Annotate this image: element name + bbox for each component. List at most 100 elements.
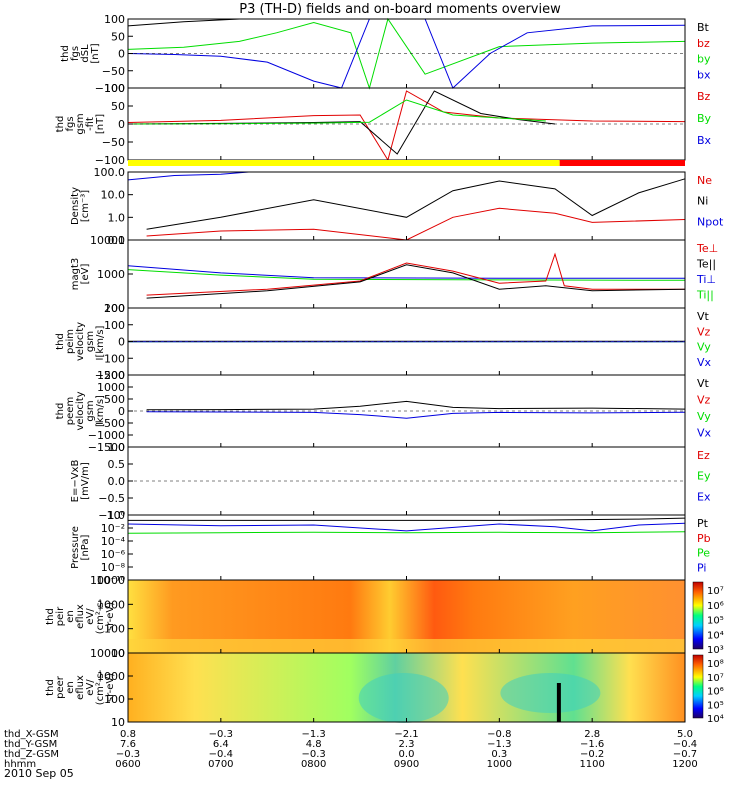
- x-axis-value: 2.8: [584, 729, 600, 740]
- x-axis-value: −1.3: [487, 739, 511, 750]
- plot-title: P3 (TH-D) fields and on-board moments ov…: [239, 2, 561, 17]
- y-tick-label: 1000: [97, 381, 125, 394]
- colorbar-tick-label: 10⁴: [707, 630, 724, 641]
- colorbar: [692, 654, 704, 719]
- y-tick-label: −1000: [88, 429, 125, 442]
- status-bar-segment: [128, 160, 560, 166]
- legend-entry: Te||: [696, 258, 716, 271]
- y-axis-label-line: peir: [55, 606, 66, 626]
- colorbar-tick-label: 10⁶: [707, 601, 724, 612]
- y-tick-label: 10⁻⁸: [101, 561, 126, 574]
- y-axis-label-line: [eV]: [80, 264, 91, 285]
- legend-entry: bz: [697, 37, 710, 50]
- y-tick-label: −100: [95, 352, 125, 365]
- x-axis-value: 0800: [301, 759, 326, 770]
- y-axis-label-line: peem: [65, 397, 76, 425]
- x-axis-value: 1000: [487, 759, 512, 770]
- x-axis-value: −0.4: [209, 749, 233, 760]
- y-axis-label-line: thd: [55, 333, 66, 350]
- data-gap-bar: [556, 683, 561, 722]
- y-axis-label-line: peim: [65, 329, 76, 354]
- y-tick-label: 10: [111, 647, 125, 660]
- y-tick-label: 100: [104, 693, 125, 706]
- y-axis-label-line: E=−VxB: [70, 460, 81, 503]
- x-axis-value: −0.7: [673, 749, 697, 760]
- y-axis-label-line: thd: [55, 116, 66, 133]
- x-axis-value: 1200: [672, 759, 697, 770]
- series-line: [146, 207, 686, 241]
- series-line: [146, 400, 686, 411]
- y-axis-label-line: eflux: [75, 675, 86, 700]
- series-line: [127, 18, 351, 27]
- x-axis-value: 0700: [208, 759, 233, 770]
- y-axis-label-line: fgs: [65, 116, 76, 131]
- y-tick-label: 200: [104, 302, 125, 315]
- x-axis-value: 6.4: [213, 739, 229, 750]
- y-tick-label: 0.1: [108, 234, 126, 247]
- series-line: [128, 517, 686, 521]
- y-tick-label: 100: [104, 13, 125, 26]
- x-axis-value: −0.3: [302, 749, 326, 760]
- x-axis-row-label: thd_X-GSM: [4, 729, 59, 740]
- legend-entry: Ti⊥: [696, 273, 716, 286]
- date-label: 2010 Sep 05: [4, 767, 74, 780]
- status-bar-segment: [559, 160, 685, 166]
- y-tick-label: 10.0: [101, 189, 126, 202]
- x-axis-value: 0600: [115, 759, 140, 770]
- panel-fgs_gsm: Bz By Bx 100 50 0 −50 −100 thd fgs gsm -fit [nT]: [55, 82, 712, 167]
- x-axis-value: −0.3: [209, 729, 233, 740]
- colorbar-tick-label: 10⁷: [707, 586, 724, 597]
- y-axis-label: thd peem velocity gsm [km/s]: [55, 391, 106, 430]
- legend-entry: bx: [697, 68, 711, 81]
- y-axis-label-line: magt3: [70, 258, 81, 291]
- y-axis-label-line: sr-eV): [105, 673, 116, 702]
- legend-entry: Vt: [697, 310, 710, 323]
- y-axis-label-line: thd: [45, 608, 56, 625]
- y-tick-label: 100: [104, 319, 125, 332]
- y-axis-label: thd fgs gsm -fit [nT]: [55, 113, 106, 134]
- y-tick-label: 1500: [97, 369, 125, 382]
- y-tick-label: 0.5: [108, 458, 126, 471]
- x-axis-value: −0.8: [487, 729, 511, 740]
- y-axis-label-line: thd: [55, 403, 66, 420]
- y-axis-label-line: [km/s]: [95, 395, 106, 427]
- panel-peir_spec: 10⁷ 10⁶ 10⁵ 10⁴ 10³ 10000 1000 100 10 thd peir en ef…: [45, 574, 724, 660]
- legend-entry: Pi: [697, 561, 706, 574]
- y-tick-label: 1000: [97, 598, 125, 611]
- legend-entry: Ez: [697, 449, 710, 462]
- x-axis-row-label: thd_Z-GSM: [4, 749, 59, 760]
- spectrogram-blob: [358, 673, 449, 723]
- legend-entry: By: [697, 112, 712, 125]
- y-tick-label: 1.0: [108, 441, 126, 454]
- series-line: [127, 269, 686, 281]
- x-axis-value: 4.8: [306, 739, 322, 750]
- legend-entry: Ex: [697, 490, 711, 503]
- legend-entry: Ti||: [696, 289, 714, 302]
- x-axis-labels: thd_X-GSM 0.8 −0.3 −1.3 −2.1 −0.8 2.8 5.0 thd_Y-…: [4, 729, 698, 770]
- panel-frame: [127, 514, 686, 581]
- legend-entry: Bx: [697, 134, 712, 147]
- series-line: [127, 17, 686, 90]
- y-axis-label-line: [nPa]: [80, 534, 91, 560]
- x-axis-value: −2.1: [394, 729, 418, 740]
- x-axis-value: −1.6: [580, 739, 604, 750]
- x-axis-value: 5.0: [677, 729, 693, 740]
- y-tick-label: 10000: [90, 574, 125, 587]
- series-line: [127, 90, 686, 162]
- y-axis-label-line: eflux: [75, 604, 86, 629]
- y-axis-label-line: gsm: [75, 113, 86, 134]
- y-axis-label-line: [nT]: [90, 43, 101, 63]
- y-axis-label-line: eV/: [85, 608, 96, 625]
- y-axis-label-line: eV/: [85, 679, 96, 696]
- y-tick-label: 0: [118, 336, 125, 349]
- y-tick-label: 0.0: [108, 475, 126, 488]
- panel-fgs_dsl: Bt bz by bx 100 50 0 −50 −100 thd fgs dSL [nT]: [60, 13, 711, 95]
- y-axis-label-line: fgs: [70, 46, 81, 61]
- x-axis-value: 2.3: [399, 739, 415, 750]
- y-axis-label-line: en: [65, 681, 76, 694]
- y-tick-label: 0: [118, 118, 125, 131]
- series-line: [146, 264, 686, 299]
